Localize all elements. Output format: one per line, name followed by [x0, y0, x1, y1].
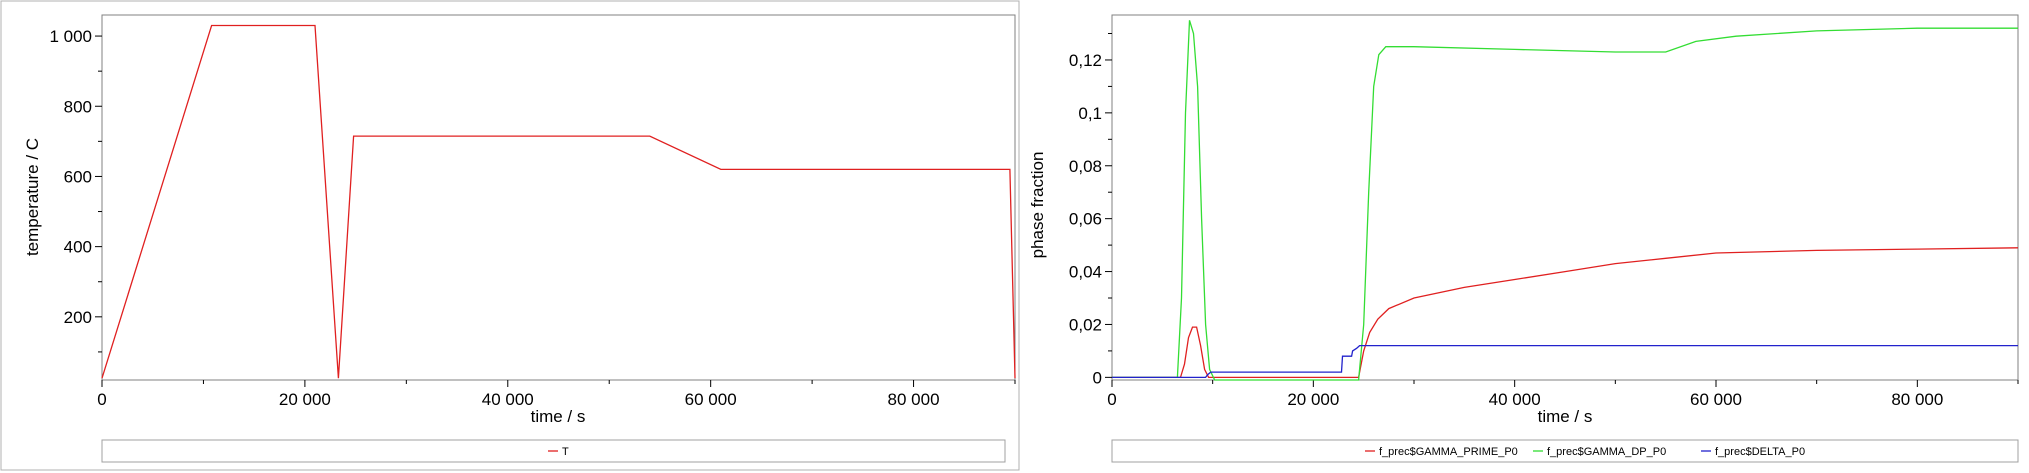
x-tick-label: 60 000 — [685, 390, 737, 409]
x-tick-label: 40 000 — [1489, 390, 1541, 409]
temperature-tick-labels: 0 20 000 40 000 60 000 80 000 200 400 600 800 1 0… — [49, 27, 939, 409]
temperature-ticks — [95, 35, 1016, 387]
y-tick-label: 0,12 — [1069, 51, 1102, 70]
x-tick-label: 20 000 — [279, 390, 331, 409]
x-tick-label: 20 000 — [1287, 390, 1339, 409]
phase-plot-area — [1111, 14, 2019, 381]
legend-entry: f_prec$GAMMA_PRIME_P0 — [1379, 446, 1518, 458]
temperature-legend: T — [548, 446, 569, 458]
y-tick-label: 600 — [64, 167, 92, 186]
x-tick-label: 80 000 — [1891, 390, 1943, 409]
y-tick-label: 0,06 — [1069, 210, 1102, 229]
phase-series — [1112, 20, 2019, 381]
temperature-chart: 0 20 000 40 000 60 000 80 000 200 400 600 800 1 0… — [0, 0, 1020, 471]
y-tick-label: 0,04 — [1069, 263, 1102, 282]
y-tick-label: 0,08 — [1069, 157, 1102, 176]
phase-fraction-chart: 0 20 000 40 000 60 000 80 000 0 0,02 0,04 0,06 0,… — [1028, 14, 2019, 463]
y-tick-label: 200 — [64, 308, 92, 327]
y-tick-label: 400 — [64, 238, 92, 257]
phase-legend-box — [1111, 439, 2019, 463]
temperature-x-axis-label: time / s — [531, 407, 586, 426]
series-line — [1112, 20, 2018, 381]
x-tick-label: 0 — [97, 390, 106, 409]
y-tick-label: 0,02 — [1069, 315, 1102, 334]
series-line — [101, 24, 1016, 379]
series-line — [1112, 247, 2019, 379]
phase-y-axis-label: phase fraction — [1028, 152, 1047, 259]
temperature-series — [101, 24, 1016, 379]
phase-x-axis-label: time / s — [1538, 407, 1593, 426]
x-tick-label: 80 000 — [888, 390, 940, 409]
phase-legend: f_prec$GAMMA_PRIME_P0 f_prec$GAMMA_DP_P0 f… — [1365, 446, 1805, 458]
y-tick-label: 0 — [1093, 368, 1102, 387]
legend-entry: f_prec$GAMMA_DP_P0 — [1547, 446, 1666, 458]
legend-entry: f_prec$DELTA_P0 — [1715, 446, 1805, 458]
legend-entry: T — [562, 446, 569, 458]
y-tick-label: 1 000 — [49, 27, 92, 46]
x-tick-label: 40 000 — [482, 390, 534, 409]
x-tick-label: 0 — [1107, 390, 1116, 409]
series-line — [1112, 344, 2018, 379]
temperature-plot-area — [101, 14, 1016, 381]
x-tick-label: 60 000 — [1690, 390, 1742, 409]
phase-ticks — [1105, 33, 2019, 387]
phase-tick-labels: 0 20 000 40 000 60 000 80 000 0 0,02 0,04 0,06 0,… — [1069, 51, 1943, 409]
y-tick-label: 0,1 — [1078, 104, 1102, 123]
temperature-y-axis-label: temperature / C — [23, 138, 42, 256]
y-tick-label: 800 — [64, 97, 92, 116]
